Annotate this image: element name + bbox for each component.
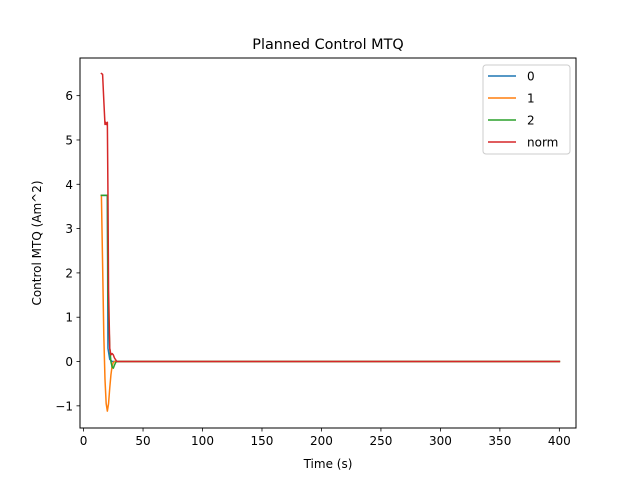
legend-label: 2: [527, 114, 535, 128]
x-tick-label: 50: [135, 434, 150, 448]
y-tick-label: 6: [65, 89, 73, 103]
x-tick-label: 350: [488, 434, 511, 448]
legend-box: [482, 64, 571, 155]
x-tick-label: 400: [548, 434, 571, 448]
legend-label: 1: [527, 92, 535, 106]
plot-lines: [100, 72, 561, 412]
y-tick-label: 4: [65, 178, 73, 192]
legend: 0 1 2 norm: [482, 64, 571, 155]
x-ticks: 0 50 100 150 200 250 300 350 400: [80, 428, 571, 448]
legend-label: 0: [527, 70, 535, 84]
x-axis-label: Time (s): [303, 457, 353, 471]
legend-label: norm: [527, 136, 558, 150]
chart-title: Planned Control MTQ: [252, 37, 403, 53]
x-tick-label: 200: [310, 434, 333, 448]
y-tick-label: 1: [65, 311, 73, 325]
y-ticks: −1 0 1 2 3 4 5 6: [55, 89, 80, 413]
series-line-norm: [100, 72, 561, 363]
y-tick-label: 3: [65, 222, 73, 236]
x-tick-label: 150: [251, 434, 274, 448]
y-tick-label: 5: [65, 133, 73, 147]
x-tick-label: 0: [80, 434, 88, 448]
y-axis-label: Control MTQ (Am^2): [30, 180, 44, 305]
x-tick-label: 250: [369, 434, 392, 448]
x-tick-label: 300: [429, 434, 452, 448]
axes-frame: [79, 57, 577, 429]
y-tick-label: 0: [65, 355, 73, 369]
y-tick-label: 2: [65, 266, 73, 280]
y-tick-label: −1: [55, 399, 73, 413]
x-tick-label: 100: [191, 434, 214, 448]
